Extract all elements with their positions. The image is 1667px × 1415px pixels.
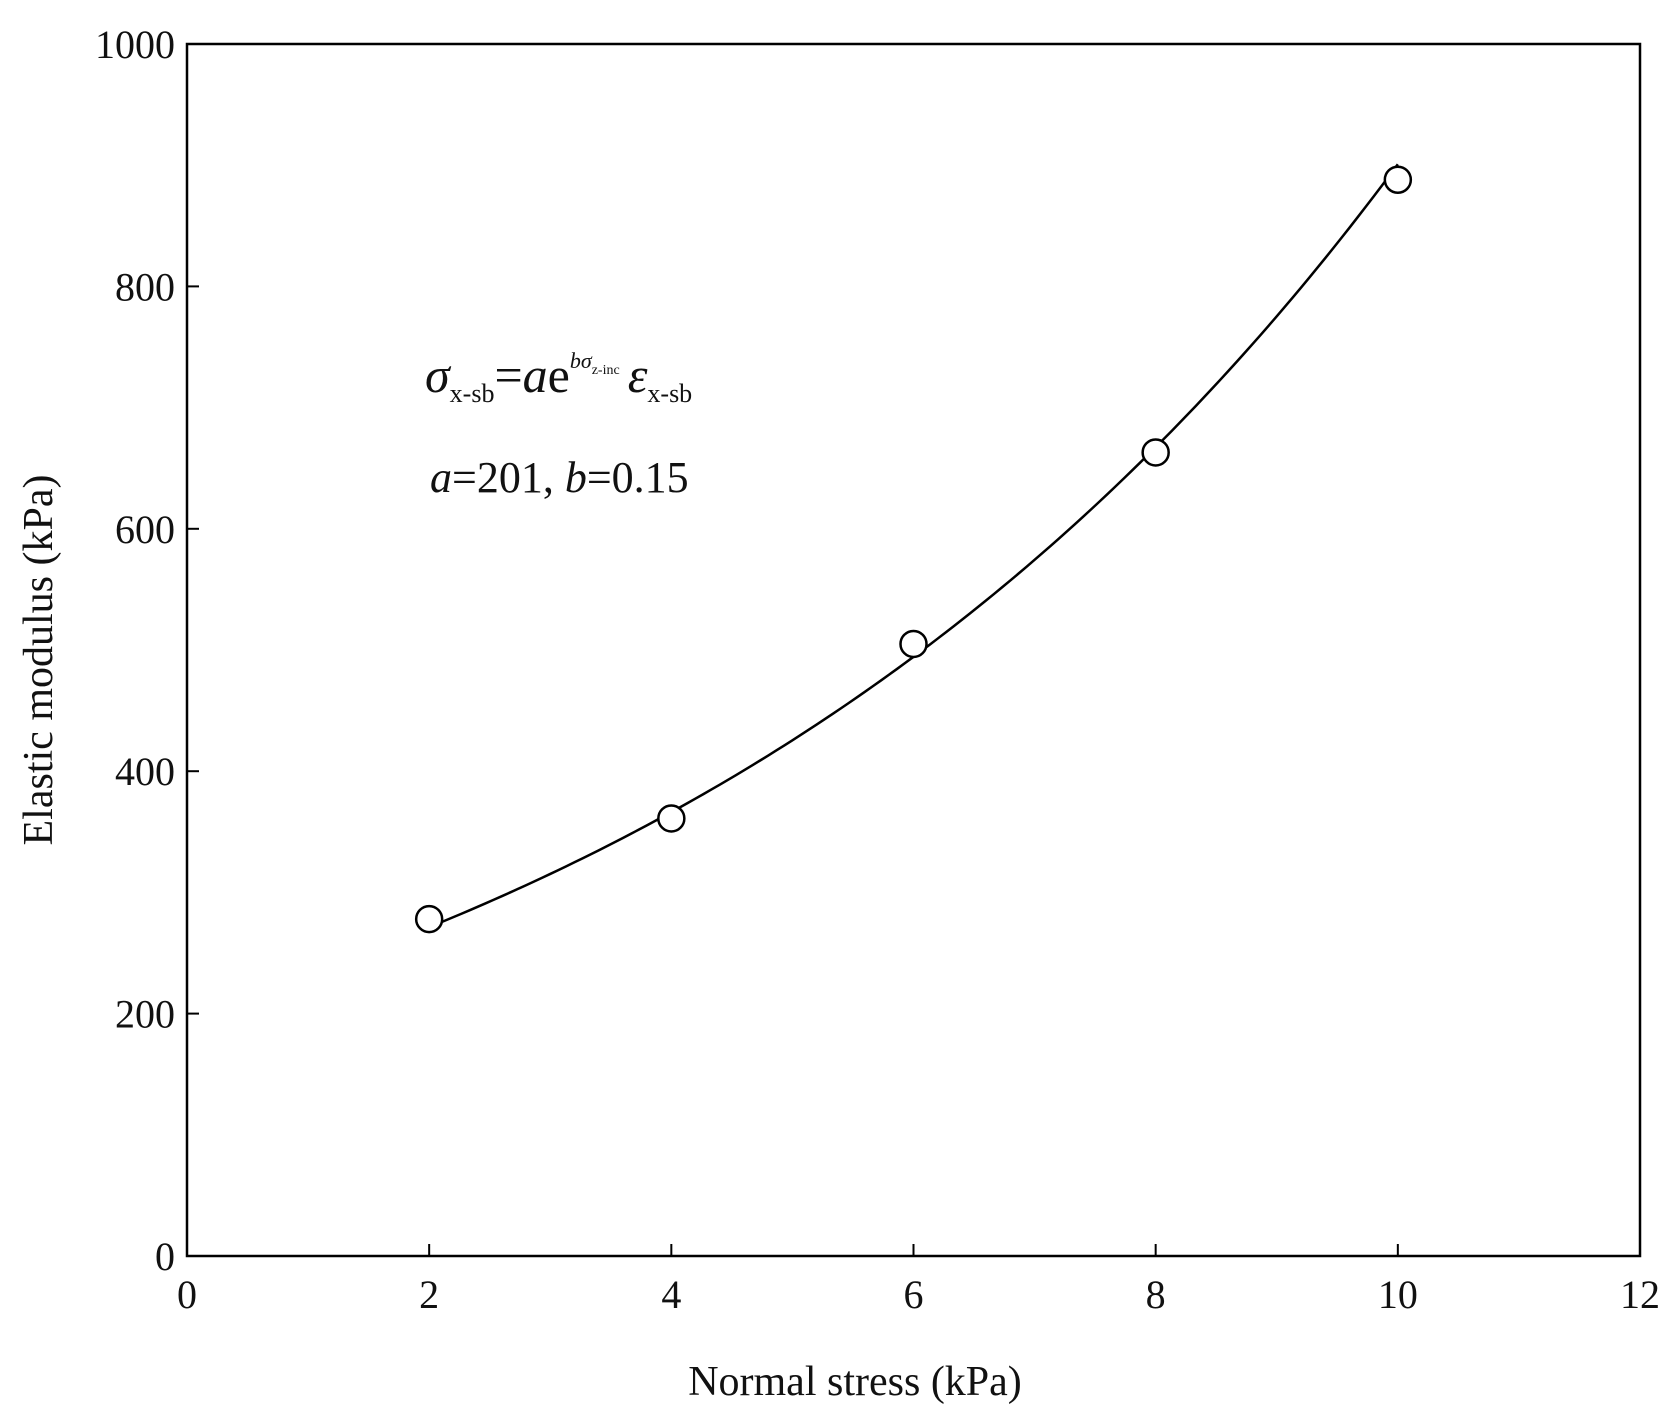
param-a-value: =201, xyxy=(452,453,565,502)
y-tick-label: 400 xyxy=(115,749,175,794)
x-tick-label: 2 xyxy=(419,1272,439,1317)
x-tick-label: 12 xyxy=(1620,1272,1660,1317)
param-b-value: =0.15 xyxy=(587,453,689,502)
y-tick-label: 800 xyxy=(115,264,175,309)
x-tick-label: 4 xyxy=(661,1272,681,1317)
x-tick-label: 10 xyxy=(1378,1272,1418,1317)
data-point xyxy=(1383,165,1413,194)
y-tick-label: 600 xyxy=(115,507,175,552)
y-axis-title: Elastic modulus (kPa) xyxy=(16,475,62,846)
ticks-layer: 0 2 4 6 8 10 12 0 200 400 600 800 1000 xyxy=(95,22,1660,1317)
x-tick-label: 6 xyxy=(904,1272,924,1317)
fit-curve xyxy=(428,163,1399,929)
eq-exp-base: e xyxy=(548,347,570,403)
points-layer xyxy=(414,165,1413,934)
eq-rhs-symbol: ε xyxy=(628,347,648,403)
data-point xyxy=(1141,438,1170,467)
param-b-name: b xyxy=(565,453,587,502)
eq-rhs-subscript: x-sb xyxy=(647,379,692,408)
eq-coef: a xyxy=(523,347,548,403)
param-a-name: a xyxy=(430,453,452,502)
data-point xyxy=(657,804,686,833)
eq-lhs-symbol: σ xyxy=(425,347,452,403)
fit-layer xyxy=(428,163,1399,929)
eq-exponent-coef: b xyxy=(570,348,581,373)
x-axis-title: Normal stress (kPa) xyxy=(688,1359,1022,1405)
eq-equals: = xyxy=(494,347,522,403)
y-tick-label: 200 xyxy=(115,992,175,1037)
y-tick-label: 1000 xyxy=(95,22,175,67)
data-point xyxy=(414,904,444,934)
data-point xyxy=(899,629,928,659)
equation-annotation: σx-sb=aebσz-inc εx-sb xyxy=(425,347,692,408)
x-tick-label: 0 xyxy=(177,1272,197,1317)
eq-lhs-subscript: x-sb xyxy=(450,379,495,408)
eq-exponent-symbol: σ xyxy=(581,348,593,373)
y-tick-label: 0 xyxy=(155,1234,175,1279)
params-annotation: a=201, b=0.15 xyxy=(430,453,689,502)
eq-exponent-subscript: z-inc xyxy=(592,363,620,378)
x-tick-label: 8 xyxy=(1146,1272,1166,1317)
